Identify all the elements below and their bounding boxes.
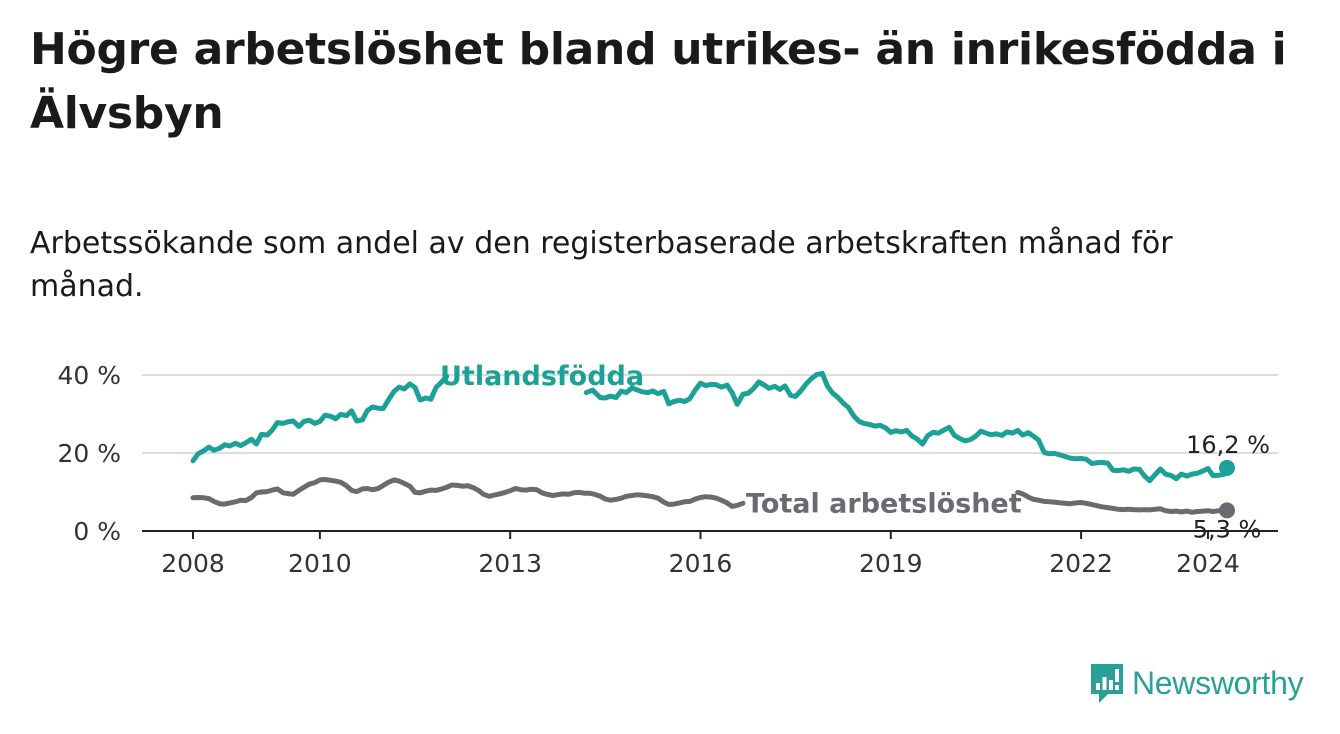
x-tick-label-2022: 2022	[1049, 549, 1113, 578]
utlandsfodda-end-marker	[1219, 459, 1235, 476]
x-tick-label-2016: 2016	[669, 549, 733, 578]
total-arbetsloshet-end-value: 5,3 %	[1193, 515, 1262, 543]
total-arbetsloshet-end-marker	[1219, 502, 1235, 519]
x-tick-label-2008: 2008	[161, 549, 225, 578]
y-gridlines	[142, 374, 1278, 532]
x-tick-label-2024: 2024	[1176, 549, 1240, 578]
total-arbetsloshet-line	[190, 477, 1230, 515]
x-tick-label-2010: 2010	[288, 549, 352, 578]
newsworthy-chart-icon	[1091, 664, 1123, 703]
chart-title: Högre arbetslöshet bland utrikes- än inr…	[30, 24, 1287, 139]
y-tick-label-20: 20 %	[57, 439, 121, 468]
x-tick-labels: 2008 2010 2013 2016 2019 2022 2024	[161, 531, 1240, 578]
utlandsfodda-end-value: 16,2 %	[1186, 431, 1270, 459]
line-chart: 0 % 20 % 40 % 2008 2010 2013 2016 2019 2022 2024…	[57, 361, 1278, 578]
x-tick-label-2019: 2019	[859, 549, 923, 578]
chart-subtitle: Arbetssökande som andel av den registerb…	[30, 226, 1173, 304]
utlandsfodda-series-label: Utlandsfödda	[440, 361, 644, 392]
series-labels: Utlandsfödda Total arbetslöshet 16,2 % 5,3 …	[440, 361, 1270, 543]
y-tick-label-0: 0 %	[73, 517, 121, 546]
y-tick-label-40: 40 %	[57, 361, 121, 390]
brand-name: Newsworthy	[1132, 664, 1304, 701]
series-lines	[190, 370, 1235, 519]
utlandsfodda-line	[190, 370, 1230, 484]
total-arbetsloshet-series-label: Total arbetslöshet	[746, 489, 1022, 520]
x-tick-label-2013: 2013	[478, 549, 542, 578]
newsworthy-logo: Newsworthy	[1088, 660, 1304, 706]
y-tick-labels: 0 % 20 % 40 %	[57, 361, 121, 546]
